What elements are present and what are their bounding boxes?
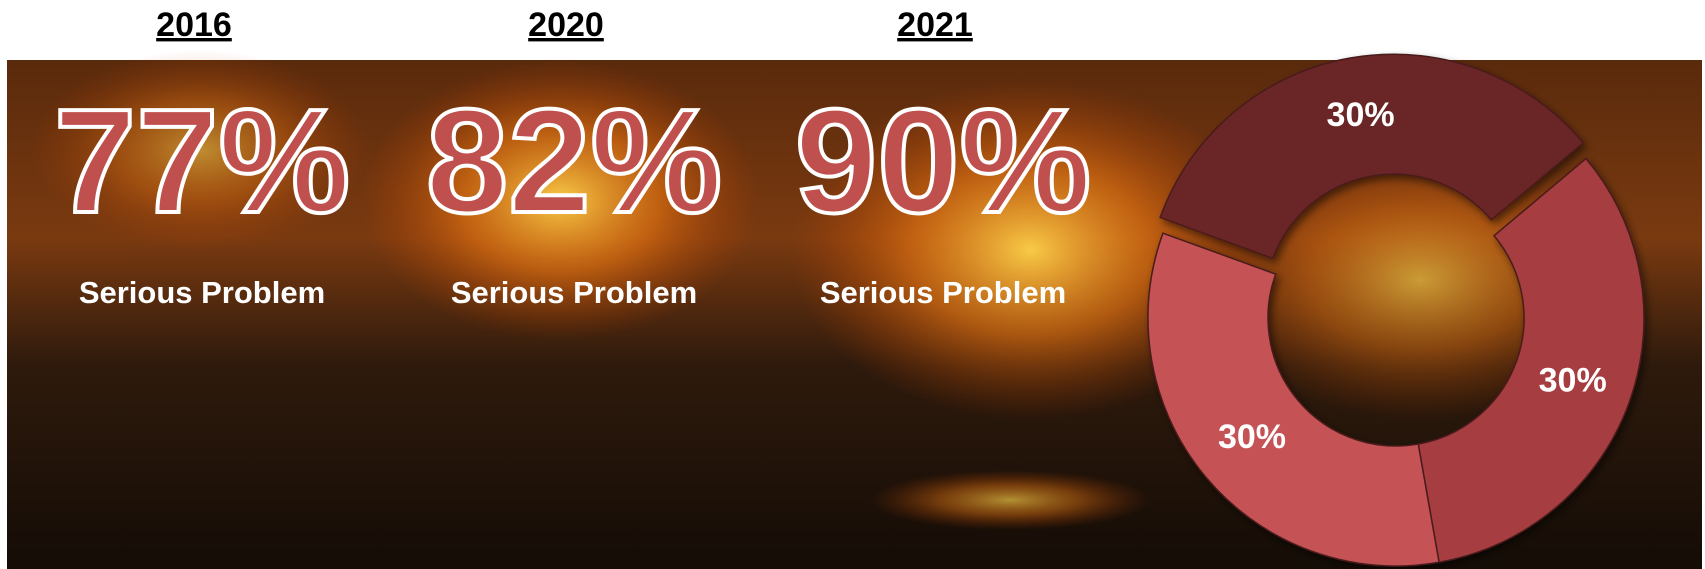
stat-label: Serious Problem <box>451 275 697 310</box>
stat-label: Serious Problem <box>79 275 325 310</box>
percentage: 77% <box>54 79 350 244</box>
year-heading: 2016 <box>156 6 232 44</box>
stat-label: Serious Problem <box>820 275 1066 310</box>
percentage: 90% <box>795 79 1091 244</box>
data-label: 30% <box>1218 418 1286 456</box>
year-heading: 2020 <box>528 6 604 44</box>
percentage: 82% <box>426 79 722 244</box>
infographic: 2016 77% Serious Problem 2020 82% Serious Pro… <box>0 0 1705 569</box>
data-label: 30% <box>1327 96 1395 134</box>
year-heading: 2021 <box>897 6 973 44</box>
data-label: 30% <box>1539 361 1607 399</box>
river-reflection <box>870 470 1150 530</box>
page: 2016 77% Serious Problem 2020 82% Serious Pro… <box>0 0 1705 569</box>
